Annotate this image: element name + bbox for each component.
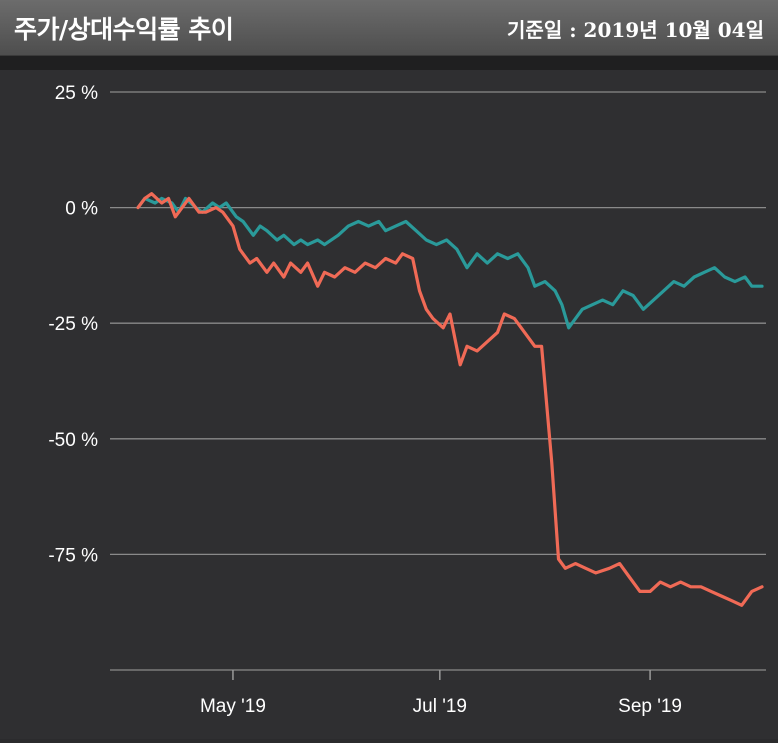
y-tick-label: -75 %	[48, 545, 98, 566]
chart-area: 25 % 0 % -25 % -50 % -75 % May '19 Jul '19 Sep…	[0, 70, 778, 739]
x-tick-label: Sep '19	[618, 696, 682, 717]
series-lines	[136, 192, 764, 607]
y-tick-label: -25 %	[48, 314, 98, 335]
x-tick-label: Jul '19	[413, 696, 467, 717]
series-line-1	[136, 196, 764, 330]
grid-lines	[110, 91, 766, 671]
x-tick-label: May '19	[200, 696, 266, 717]
as-of-date: 기준일 : 2019년 10월 04일	[507, 18, 764, 42]
y-tick-label: -50 %	[48, 430, 98, 451]
series-line-2	[136, 192, 764, 607]
line-chart: 25 % 0 % -25 % -50 % -75 % May '19 Jul '19 Sep…	[48, 83, 766, 717]
y-tick-label: 0 %	[65, 199, 98, 220]
x-axis: May '19 Jul '19 Sep '19	[200, 670, 682, 717]
header-divider	[0, 56, 778, 70]
chart-title: 주가/상대수익률 추이	[14, 15, 234, 44]
chart-header: 주가/상대수익률 추이 기준일 : 2019년 10월 04일	[0, 0, 778, 56]
y-axis: 25 % 0 % -25 % -50 % -75 %	[48, 83, 98, 566]
y-tick-label: 25 %	[55, 83, 98, 104]
